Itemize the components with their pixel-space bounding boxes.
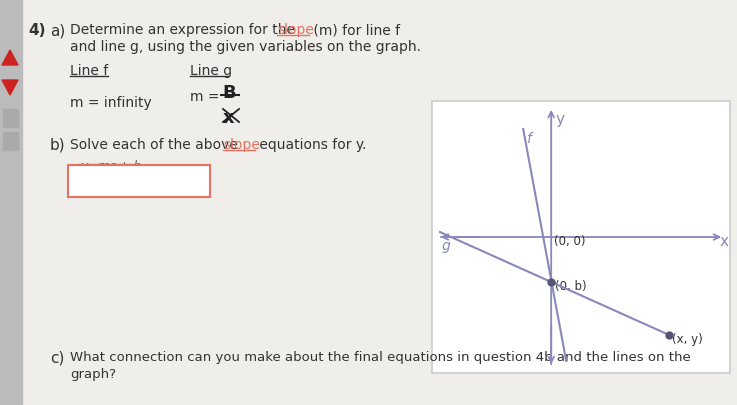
Bar — [432, 102, 730, 373]
Bar — [3, 133, 18, 151]
Text: m = infinity: m = infinity — [70, 96, 152, 110]
Text: b): b) — [50, 138, 66, 153]
Polygon shape — [2, 51, 18, 66]
Text: x: x — [223, 109, 234, 127]
Text: (0, 0): (0, 0) — [554, 234, 586, 247]
Text: y=mr + b: y=mr + b — [80, 160, 142, 173]
Text: m =: m = — [190, 90, 224, 104]
Text: equations for y.: equations for y. — [255, 138, 366, 151]
Text: f: f — [526, 132, 531, 146]
Text: (m) for line f: (m) for line f — [309, 23, 400, 37]
Text: a): a) — [50, 23, 66, 38]
Bar — [0, 0, 22, 405]
Text: Line g: Line g — [190, 64, 232, 78]
Text: and line g, using the given variables on the graph.: and line g, using the given variables on… — [70, 40, 421, 54]
Text: Determine an expression for the: Determine an expression for the — [70, 23, 299, 37]
Text: slope: slope — [277, 23, 314, 37]
FancyBboxPatch shape — [68, 166, 210, 198]
Text: Line f: Line f — [70, 64, 108, 78]
Text: What connection can you make about the final equations in question 4b and the li: What connection can you make about the f… — [70, 350, 691, 363]
Text: Solve each of the above: Solve each of the above — [70, 138, 242, 151]
Text: y: y — [555, 112, 565, 127]
Text: g: g — [442, 239, 451, 252]
Text: slope: slope — [223, 138, 260, 151]
Polygon shape — [2, 81, 18, 96]
Text: (0, b): (0, b) — [555, 279, 587, 292]
Text: B: B — [222, 84, 236, 102]
Text: 4): 4) — [28, 23, 46, 38]
Text: graph?: graph? — [70, 367, 116, 380]
Text: x: x — [720, 233, 729, 248]
Text: (x, y): (x, y) — [672, 332, 703, 345]
Bar — [3, 110, 18, 128]
Text: c): c) — [50, 350, 64, 365]
